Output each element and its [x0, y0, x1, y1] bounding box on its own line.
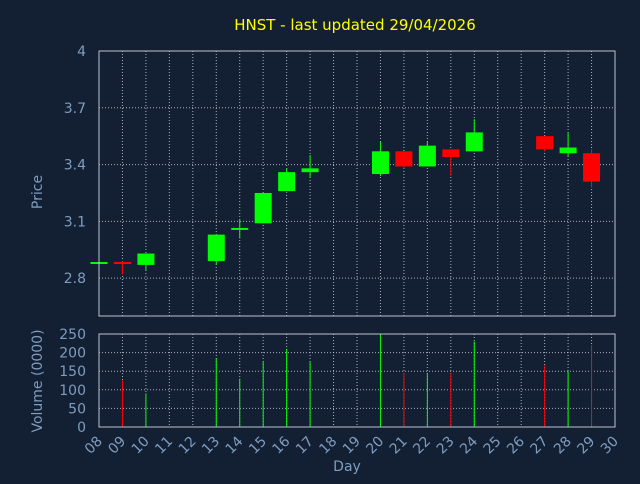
candle-body — [278, 172, 296, 192]
volume-y-tick-label: 0 — [77, 420, 86, 436]
candle-body — [395, 151, 413, 167]
price-plot-frame — [98, 50, 616, 317]
price-y-tick-label: 3.7 — [64, 101, 86, 117]
candle-24 — [465, 119, 483, 152]
price-y-tick-label: 3.4 — [64, 158, 86, 174]
price-y-tick-label: 3.1 — [64, 214, 86, 230]
price-y-axis-label: Price — [30, 175, 46, 209]
volume-y-tick-label: 200 — [59, 346, 86, 362]
candle-body — [465, 132, 483, 152]
candles — [90, 119, 601, 275]
volume-bars — [121, 334, 593, 427]
candle-15 — [254, 192, 272, 224]
candle-body — [113, 262, 131, 264]
candle-body — [137, 253, 155, 265]
candle-28 — [559, 132, 577, 157]
candle-body — [231, 227, 249, 230]
price-y-tick-label: 2.8 — [64, 271, 86, 287]
candle-body — [371, 151, 389, 175]
x-axis-label: Day — [333, 459, 361, 475]
candle-09 — [113, 261, 131, 275]
price-y-tick-label: 4 — [77, 44, 86, 60]
candle-29 — [583, 149, 601, 188]
volume-y-tick-label: 100 — [59, 383, 86, 399]
volume-y-tick-label: 250 — [59, 327, 86, 343]
candle-21 — [395, 151, 413, 169]
candle-body — [559, 147, 577, 154]
candle-20 — [371, 141, 389, 176]
volume-y-tick-label: 50 — [68, 401, 86, 417]
x-tick-labels: 08 09 10 11 12 13 14 15 16 17 18 19 20 21 22 23 24 25 26 27… — [82, 433, 622, 457]
candle-10 — [137, 253, 155, 271]
chart-title: HNST - last updated 29/04/2026 — [234, 16, 476, 34]
candle-body — [536, 136, 554, 150]
candle-14 — [231, 219, 249, 239]
candle-body — [207, 234, 225, 262]
candle-27 — [536, 136, 554, 152]
volume-plot-frame — [98, 333, 616, 428]
volume-y-ticks: 0 50 100 150 200 250 — [59, 327, 86, 436]
candle-body — [418, 145, 436, 167]
candle-body — [442, 149, 460, 157]
candle-body — [301, 168, 319, 173]
candle-23 — [442, 149, 460, 176]
price-y-ticks: 2.8 3.1 3.4 3.7 4 — [64, 44, 86, 287]
candle-17 — [301, 155, 319, 178]
candle-body — [254, 192, 272, 224]
volume-y-axis-label: Volume (0000) — [30, 329, 46, 432]
candle-13 — [207, 234, 225, 265]
volume-y-tick-label: 150 — [59, 364, 86, 380]
candle-16 — [278, 168, 296, 192]
candle-22 — [418, 141, 436, 167]
candle-body — [583, 153, 601, 182]
